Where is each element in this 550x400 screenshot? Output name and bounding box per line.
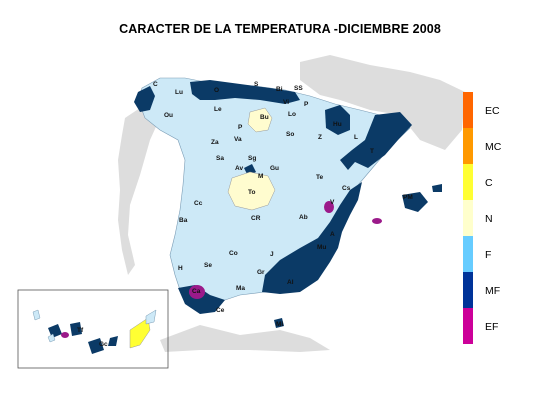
canary-islands	[32, 309, 157, 349]
city-label: T	[370, 148, 374, 155]
city-label: Sa	[216, 155, 224, 162]
city-label: Za	[211, 139, 219, 146]
legend-swatch-f	[463, 236, 473, 272]
city-label: Va	[234, 136, 242, 143]
city-label: Mu	[317, 244, 326, 251]
city-label: Ou	[164, 112, 173, 119]
map-title: CARACTER DE LA TEMPERATURA -DICIEMBRE 20…	[119, 22, 441, 36]
city-label: PM	[403, 194, 413, 201]
canary-inset-frame	[17, 289, 169, 369]
city-label: Se	[204, 262, 212, 269]
city-label: Lu	[175, 89, 183, 96]
legend-label-mc: MC	[485, 141, 502, 153]
city-label: Ma	[236, 285, 245, 292]
legend-label-ec: EC	[485, 105, 500, 117]
city-label: Av	[235, 165, 243, 172]
city-label: Bu	[260, 114, 269, 121]
city-label: Te	[316, 174, 323, 181]
city-label: A	[330, 231, 335, 238]
city-label: Sg	[248, 155, 256, 162]
city-label: J	[270, 251, 274, 258]
city-label: Cs	[342, 185, 351, 192]
legend-label-c: C	[485, 177, 493, 189]
legend-swatch-ec	[463, 92, 473, 128]
city-label: Gc	[99, 341, 108, 348]
city-label: Ba	[179, 217, 188, 224]
city-label: Mi	[276, 321, 283, 328]
city-label: Vi	[283, 99, 289, 106]
legend-swatch-c	[463, 164, 473, 200]
city-label: Gr	[257, 269, 265, 276]
city-label: Co	[229, 250, 238, 257]
legend-swatch-mf	[463, 272, 473, 308]
legend-swatch-ef	[463, 308, 473, 344]
city-label: Ca	[192, 288, 201, 295]
city-label: Gu	[270, 165, 279, 172]
city-label: S	[254, 81, 259, 88]
city-label: Ab	[299, 214, 308, 221]
legend-label-ef: EF	[485, 321, 498, 333]
city-label: H	[178, 265, 183, 272]
city-label: C	[153, 81, 158, 88]
region-N	[227, 107, 276, 211]
city-label: To	[248, 189, 255, 196]
city-label: Z	[318, 134, 322, 141]
city-label: P	[238, 124, 243, 131]
legend-label-mf: MF	[485, 285, 500, 297]
city-label: V	[330, 199, 335, 206]
city-label: P	[304, 101, 309, 108]
city-label: Le	[214, 106, 222, 113]
city-label: O	[214, 87, 219, 94]
city-label: Cc	[194, 200, 203, 207]
city-label: L	[354, 134, 358, 141]
region-MF	[48, 80, 442, 354]
city-label: Tf	[77, 327, 84, 334]
legend-swatch-mc	[463, 128, 473, 164]
legend-label-f: F	[485, 249, 491, 261]
city-label: Bi	[276, 86, 283, 93]
city-label: So	[286, 131, 294, 138]
city-label: Ce	[216, 307, 225, 314]
city-label: SS	[294, 85, 303, 92]
region-EF	[61, 201, 382, 338]
city-labels: C Lu S Bi SS O Vi P Le Lo Ou Bu Hu P L V…	[77, 81, 413, 348]
city-label: Lo	[288, 111, 296, 118]
city-label: M	[258, 173, 263, 180]
legend-label-n: N	[485, 213, 493, 225]
legend-swatch-n	[463, 200, 473, 236]
city-label: CR	[251, 215, 261, 222]
city-label: Al	[287, 279, 294, 286]
city-label: Hu	[333, 121, 342, 128]
legend: EC MC C N F MF EF	[463, 92, 502, 344]
surrounding-land	[118, 55, 465, 352]
